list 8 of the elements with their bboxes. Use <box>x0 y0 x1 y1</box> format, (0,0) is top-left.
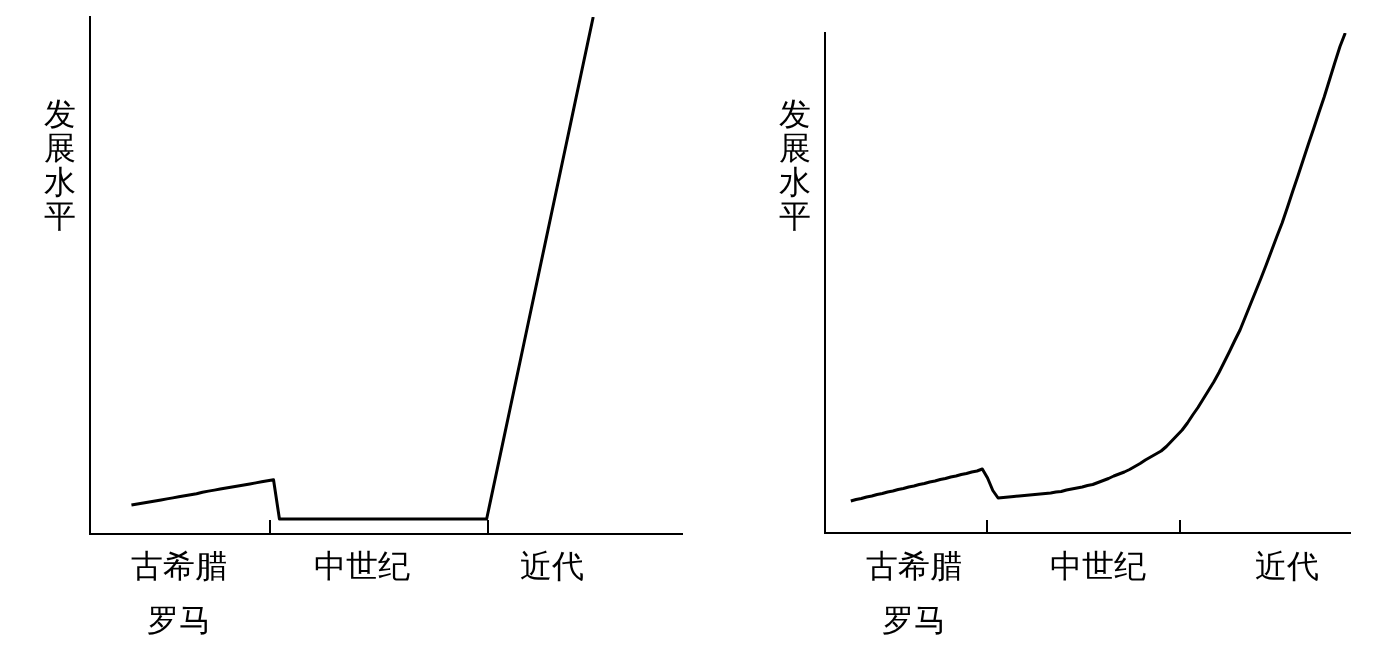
y-axis-title: 发展水平 <box>44 95 76 235</box>
x-tick-label: 近代 <box>1255 546 1320 585</box>
y-axis-title: 发展水平 <box>779 95 811 235</box>
x-tick-label: 古希腊罗马 <box>865 546 962 639</box>
x-tick-label: 近代 <box>519 547 584 586</box>
x-tick-label: 中世纪 <box>314 547 411 586</box>
x-tick-label: 中世纪 <box>1050 546 1147 585</box>
x-tick-label: 古希腊罗马 <box>130 547 227 640</box>
